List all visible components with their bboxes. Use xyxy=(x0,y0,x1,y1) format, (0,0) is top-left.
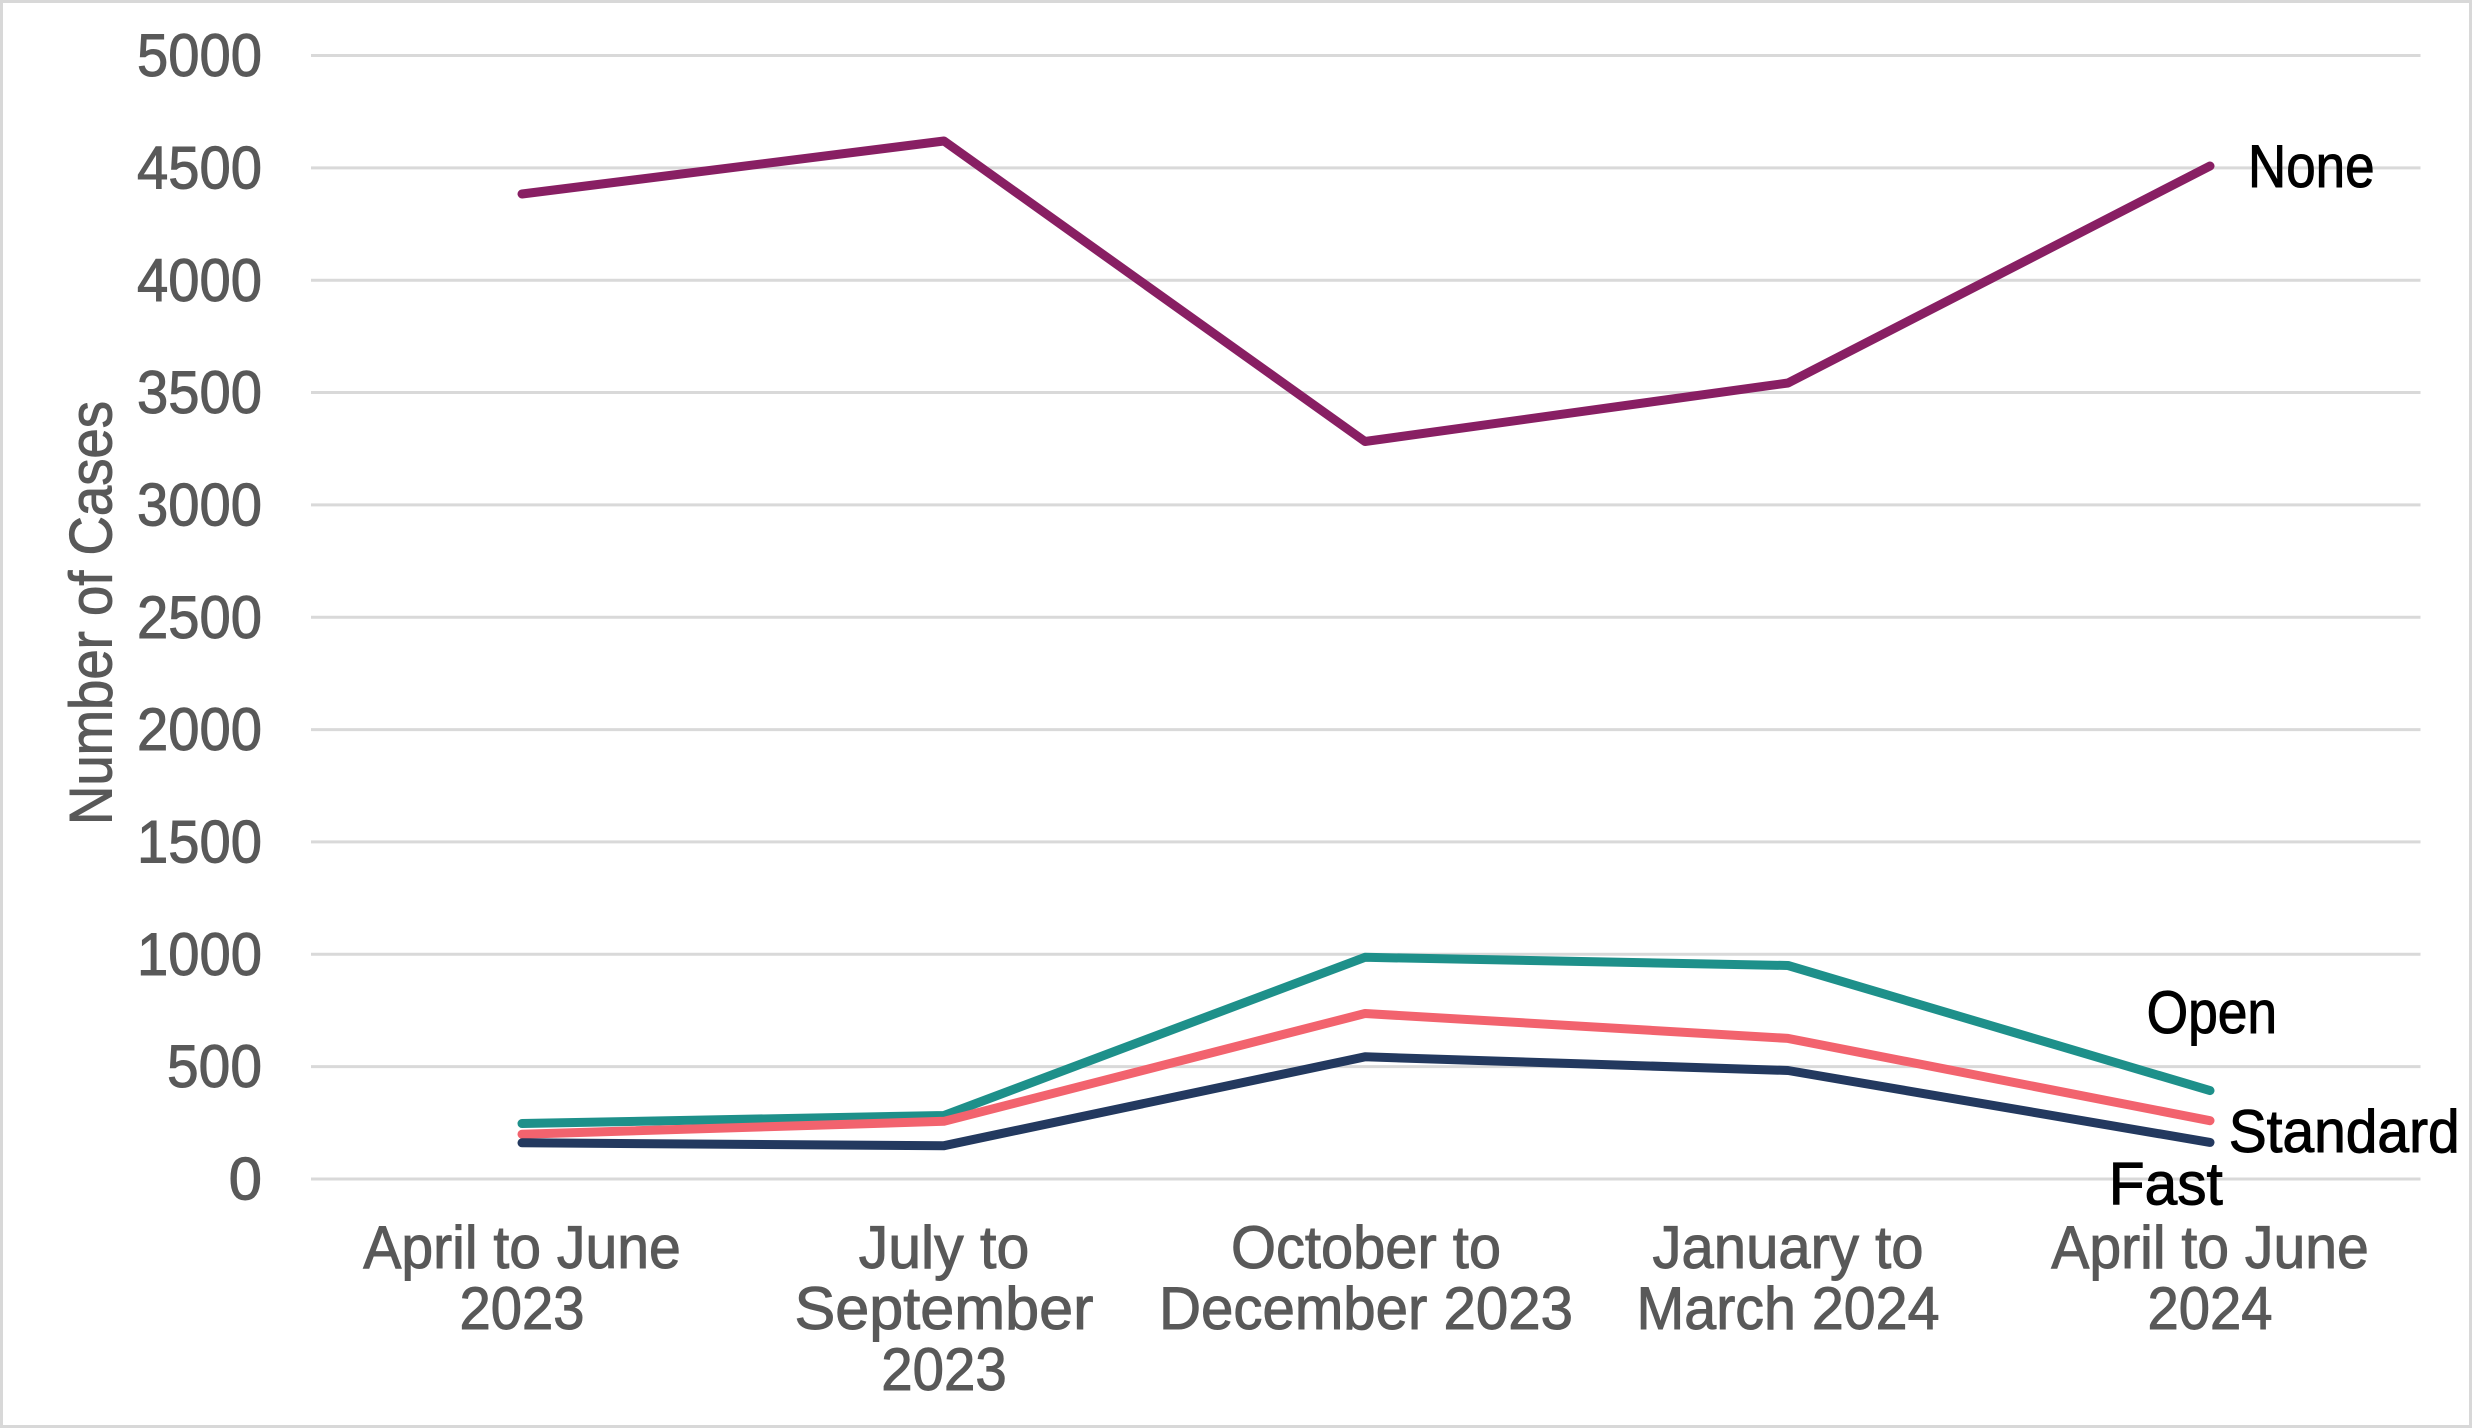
svg-text:Open: Open xyxy=(2147,979,2278,1046)
svg-text:Fast: Fast xyxy=(2109,1151,2223,1218)
svg-text:None: None xyxy=(2248,133,2375,200)
svg-text:December 2023: December 2023 xyxy=(1159,1275,1573,1342)
svg-text:3500: 3500 xyxy=(137,359,262,426)
svg-text:500: 500 xyxy=(167,1033,262,1100)
svg-text:2000: 2000 xyxy=(137,696,262,763)
svg-text:2024: 2024 xyxy=(2148,1275,2273,1342)
svg-text:1000: 1000 xyxy=(137,921,262,988)
svg-text:4000: 4000 xyxy=(137,247,262,314)
svg-text:March 2024: March 2024 xyxy=(1637,1275,1940,1342)
svg-text:3000: 3000 xyxy=(137,472,262,539)
svg-text:5000: 5000 xyxy=(137,22,262,89)
svg-text:July to: July to xyxy=(859,1214,1030,1281)
svg-text:1500: 1500 xyxy=(137,809,262,876)
svg-text:April to June: April to June xyxy=(363,1214,681,1281)
svg-text:January to: January to xyxy=(1653,1214,1924,1281)
svg-text:4500: 4500 xyxy=(137,135,262,202)
svg-text:Standard: Standard xyxy=(2229,1098,2460,1165)
svg-text:0: 0 xyxy=(229,1146,262,1213)
svg-text:Number of Cases: Number of Cases xyxy=(58,401,125,825)
svg-text:2023: 2023 xyxy=(881,1336,1007,1403)
svg-text:September: September xyxy=(795,1275,1094,1342)
svg-text:2500: 2500 xyxy=(137,584,262,651)
svg-text:2023: 2023 xyxy=(460,1275,585,1342)
svg-text:October to: October to xyxy=(1231,1214,1501,1281)
svg-text:April to June: April to June xyxy=(2051,1214,2369,1281)
